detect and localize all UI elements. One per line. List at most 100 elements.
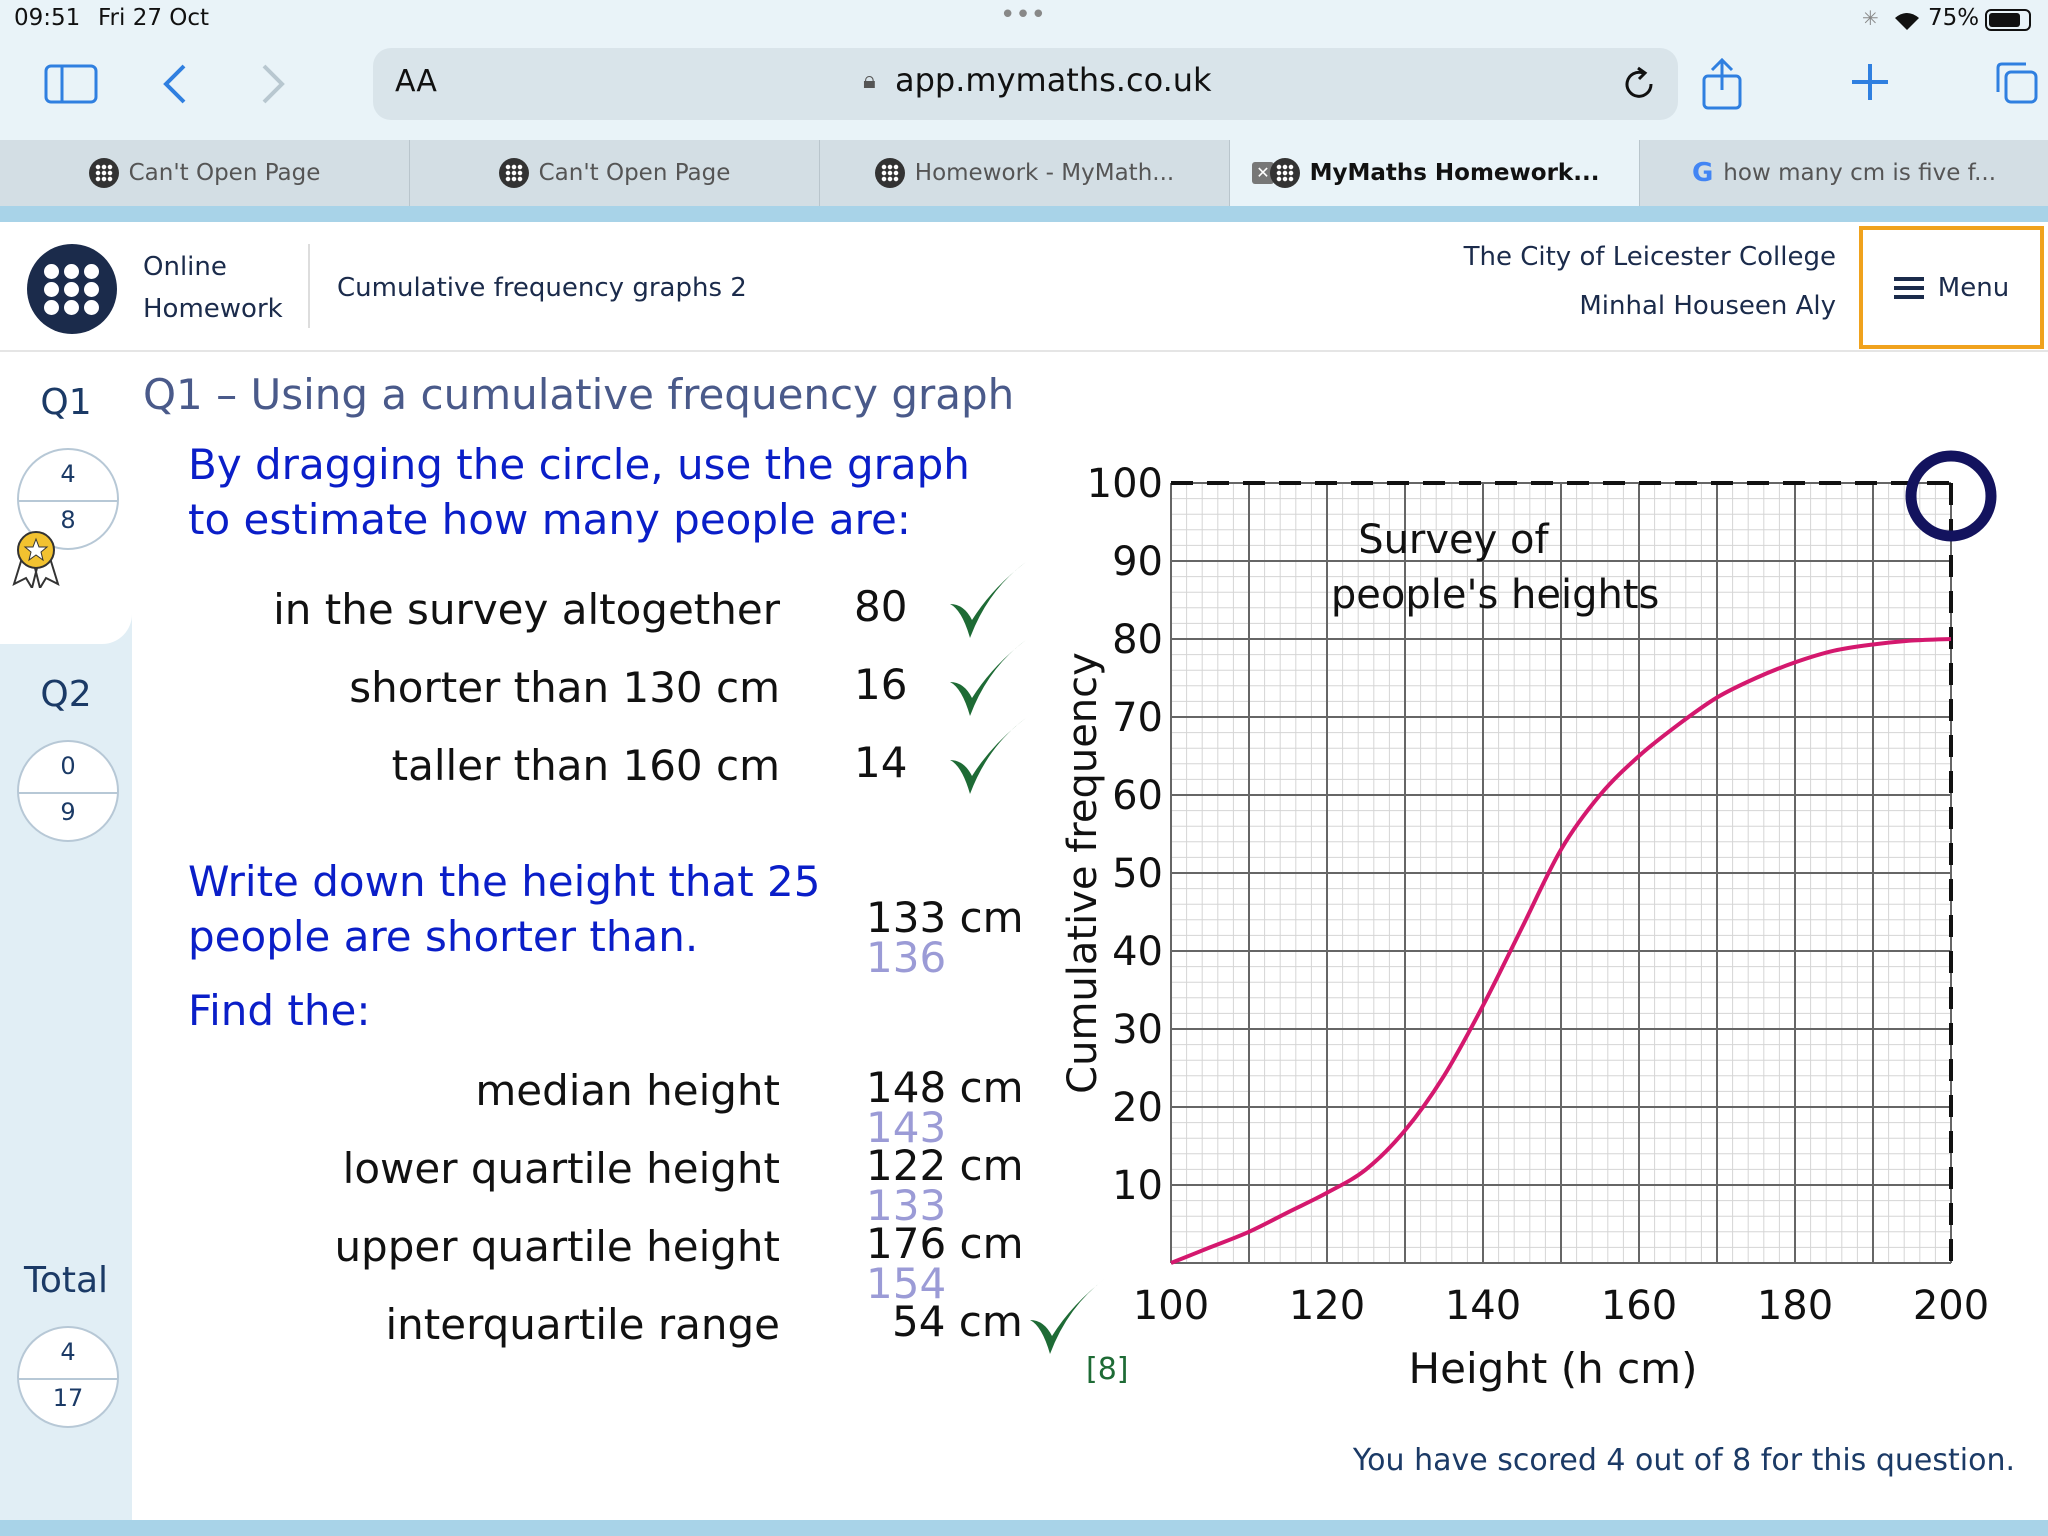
instruction-line1: By dragging the circle, use the graph — [188, 440, 970, 489]
close-tab-icon[interactable]: ✕ — [1252, 162, 1274, 184]
battery-percent: 75% — [1928, 5, 1980, 31]
q2-score: 0 9 — [17, 740, 119, 842]
question-sidebar: Q1 4 8 Q2 0 9 Total 4 17 — [0, 352, 132, 1520]
guide-lines — [1171, 481, 1953, 1263]
correct-tick-icon — [950, 718, 1026, 794]
x-tick-label: 160 — [1601, 1283, 1677, 1329]
find-item-answer[interactable]: 54 cm — [892, 1297, 1023, 1346]
share-icon[interactable] — [1700, 58, 1744, 110]
item-answer[interactable]: 80 — [854, 582, 908, 631]
tab-item[interactable]: Homework - MyMath... — [820, 140, 1230, 206]
tab-item[interactable]: Can't Open Page — [0, 140, 410, 206]
drag-handle-circle[interactable] — [1905, 450, 1997, 542]
find-item-answer[interactable]: 122 cm — [866, 1141, 1024, 1190]
google-icon: G — [1691, 158, 1714, 188]
multitask-dots-icon[interactable]: ••• — [1000, 0, 1047, 30]
y-tick-label: 20 — [1112, 1085, 1163, 1131]
find-item-answer[interactable]: 176 cm — [866, 1219, 1024, 1268]
back-icon[interactable] — [160, 62, 190, 106]
school-name: The City of Leicester College — [1463, 242, 1836, 272]
header-divider — [308, 244, 310, 328]
series-line — [1170, 637, 1952, 1265]
x-tick-label: 140 — [1445, 1283, 1521, 1329]
y-tick-label: 60 — [1112, 773, 1163, 819]
new-tab-icon[interactable] — [1850, 62, 1890, 102]
y-tick-label: 90 — [1112, 539, 1163, 585]
globe-icon — [498, 158, 529, 188]
wifi-icon — [1895, 13, 1919, 30]
text-size-button[interactable]: AA — [395, 64, 437, 99]
y-tick-label: 40 — [1112, 929, 1163, 975]
find-item-label: median height — [475, 1066, 780, 1115]
score-message: You have scored 4 out of 8 for this ques… — [1352, 1443, 2015, 1478]
award-badge-icon — [12, 531, 60, 588]
status-date: Fri 27 Oct — [98, 5, 210, 31]
mymaths-logo[interactable] — [27, 244, 117, 334]
divider — [0, 206, 2048, 222]
topic-title: Cumulative frequency graphs 2 — [337, 273, 747, 303]
brand-line1: Online — [143, 252, 227, 282]
q1-nav[interactable]: Q1 4 8 — [0, 352, 132, 644]
chart-title: Survey of — [1358, 517, 1549, 563]
item-label: shorter than 130 cm — [349, 663, 780, 712]
y-axis-label: Cumulative frequency — [1060, 652, 1106, 1094]
globe-icon — [1269, 158, 1300, 188]
menu-icon — [1893, 276, 1924, 299]
correction-value: 133 — [866, 1181, 947, 1230]
tab-bar: Can't Open Page Can't Open Page Homework… — [0, 140, 2048, 206]
cumulative-frequency-graph[interactable]: 100 120 140 160 180 200 10 20 30 40 50 60 70 80 90100 … — [1040, 440, 2000, 1400]
tab-item-active[interactable]: ✕ MyMaths Homework... — [1230, 140, 1640, 206]
tick-labels: 100 120 140 160 180 200 10 20 30 40 50 60 70 80 90 100 — [1087, 461, 1990, 1329]
correct-tick-icon — [950, 562, 1026, 638]
tabs-overview-icon[interactable] — [1994, 60, 2040, 106]
correct-tick-icon — [1030, 1278, 1106, 1354]
forward-icon[interactable] — [258, 62, 288, 106]
q2-nav[interactable]: Q2 0 9 — [0, 644, 132, 936]
correct-tick-icon — [950, 640, 1026, 716]
x-tick-label: 180 — [1757, 1283, 1833, 1329]
status-bar: 09:51 Fri 27 Oct ••• ✳ 75% — [0, 0, 2048, 40]
write-line2: people are shorter than. — [188, 912, 699, 961]
sidebar-toggle-icon[interactable] — [44, 64, 98, 104]
item-answer[interactable]: 14 — [854, 738, 908, 787]
loading-icon: ✳ — [1862, 6, 1879, 30]
battery-icon — [1985, 9, 2031, 31]
lock-icon: 🔒︎ — [863, 66, 876, 94]
status-time: 09:51 — [14, 5, 81, 31]
menu-button[interactable]: Menu — [1859, 226, 2044, 349]
correction-value: 136 — [866, 933, 947, 982]
y-tick-label: 70 — [1112, 695, 1163, 741]
tab-item[interactable]: Can't Open Page — [410, 140, 820, 206]
y-tick-label: 30 — [1112, 1007, 1163, 1053]
find-item-label: upper quartile height — [334, 1222, 780, 1271]
y-tick-label: 10 — [1112, 1163, 1163, 1209]
x-tick-label: 120 — [1289, 1283, 1365, 1329]
q1-score: 4 8 — [17, 448, 119, 550]
x-axis-label: Height (h cm) — [1409, 1344, 1698, 1393]
globe-icon — [874, 158, 905, 188]
find-item-answer[interactable]: 148 cm — [866, 1063, 1024, 1112]
address-bar[interactable]: AA 🔒︎ app.mymaths.co.uk — [373, 48, 1678, 120]
url-text[interactable]: app.mymaths.co.uk — [895, 61, 1212, 99]
item-label: in the survey altogether — [273, 585, 780, 634]
find-item-label: lower quartile height — [342, 1144, 780, 1193]
x-tick-label: 100 — [1133, 1283, 1209, 1329]
page-header — [0, 222, 2048, 352]
brand-line2: Homework — [143, 294, 283, 324]
correction-value: 143 — [866, 1103, 947, 1152]
item-label: taller than 160 cm — [391, 741, 780, 790]
item-answer[interactable]: 16 — [854, 660, 908, 709]
write-answer[interactable]: 133 cm — [866, 893, 1024, 942]
correction-value: 154 — [866, 1259, 947, 1308]
instruction-line2: to estimate how many people are: — [188, 495, 911, 544]
find-label: Find the: — [188, 986, 371, 1035]
question-title: Q1 – Using a cumulative frequency graph — [143, 370, 1015, 419]
y-tick-label: 100 — [1087, 461, 1163, 507]
x-tick-label: 200 — [1913, 1283, 1989, 1329]
globe-icon — [88, 158, 119, 188]
bottom-strip — [0, 1520, 2048, 1536]
student-name: Minhal Houseen Aly — [1579, 291, 1836, 321]
total-score: 4 17 — [17, 1326, 119, 1428]
reload-icon[interactable] — [1621, 66, 1657, 102]
